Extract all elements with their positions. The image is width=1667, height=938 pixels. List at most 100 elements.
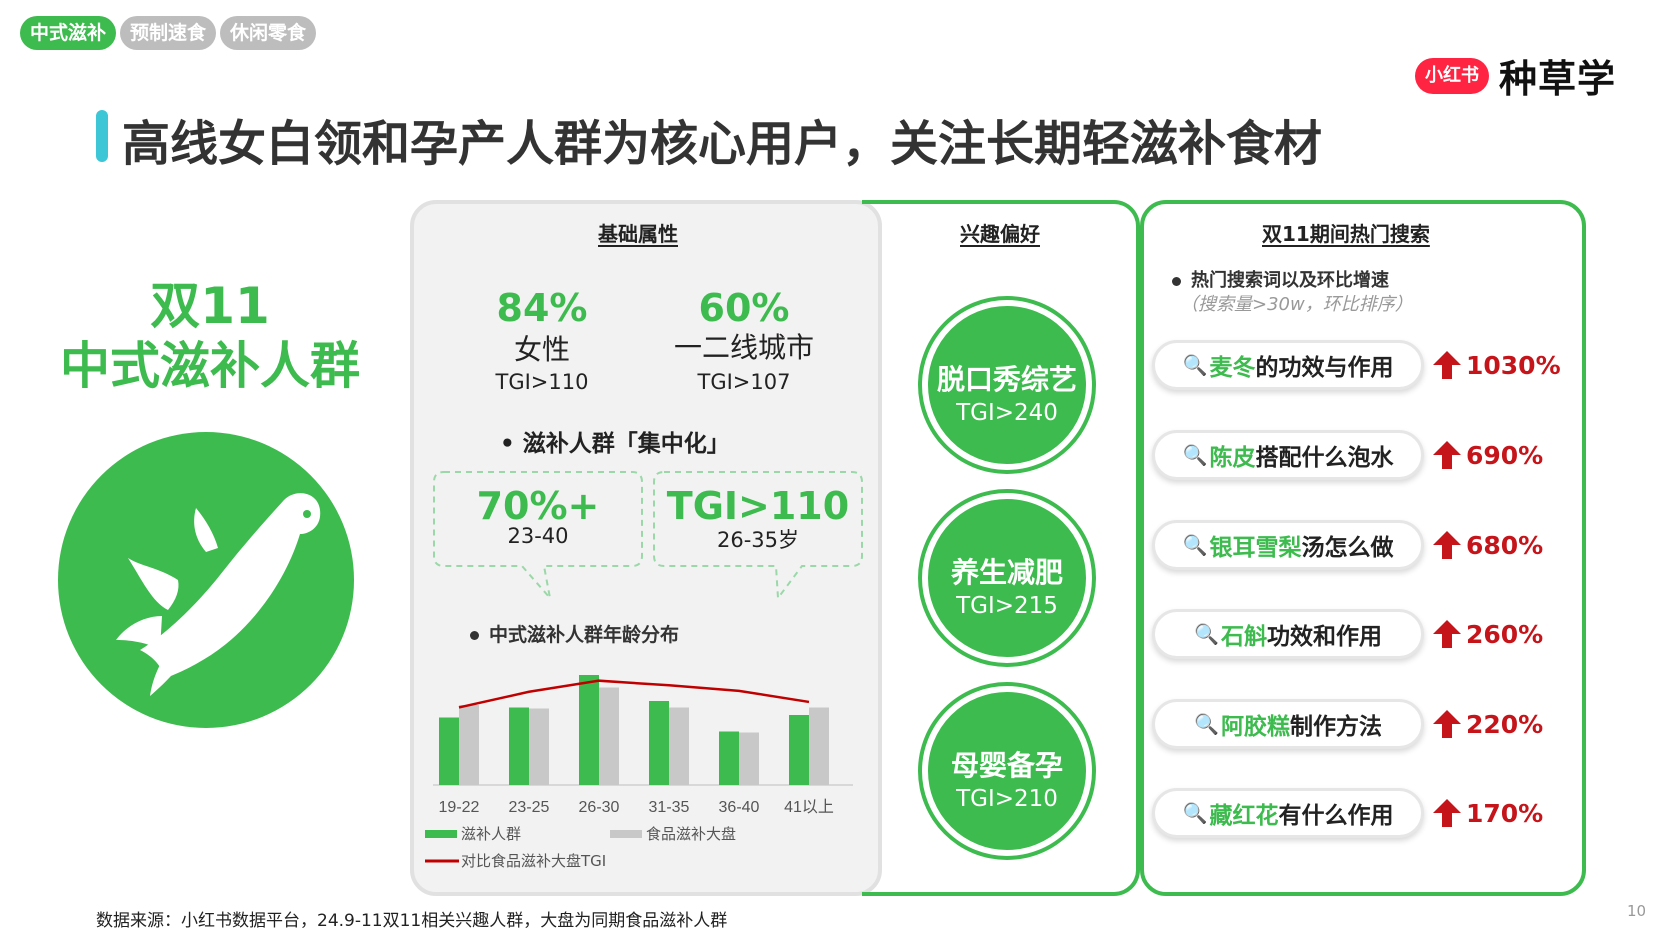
search-growth: 690% — [1432, 430, 1543, 480]
magnifier-icon: 🔍 — [1182, 353, 1208, 377]
up-arrow-icon — [1433, 799, 1461, 827]
age-share-value: 70%+ — [476, 484, 600, 528]
search-phrase: 搭配什么泡水 — [1255, 445, 1394, 471]
female-share-label: 女性 — [513, 333, 570, 366]
search-phrase: 功效和作用 — [1266, 624, 1382, 650]
search-growth: 220% — [1432, 699, 1543, 749]
segment-title-line1: 双11 — [150, 277, 270, 335]
magnifier-icon: 🔍 — [1194, 712, 1219, 736]
female-share-value: 84% — [496, 286, 588, 330]
interest-tgi: TGI>240 — [956, 400, 1058, 426]
search-keyword: 藏红花 — [1209, 803, 1279, 829]
page-number: 10 — [1627, 902, 1647, 920]
search-growth: 680% — [1432, 520, 1543, 570]
title-accent-bar — [96, 110, 108, 162]
age-tgi-value: TGI>110 — [666, 484, 850, 528]
search-keyword: 阿胶糕 — [1220, 714, 1290, 740]
legend-swatch-tonic — [425, 830, 457, 838]
up-arrow-icon — [1433, 531, 1461, 559]
bar-tonic-group — [579, 675, 599, 785]
hot-search-heading: 双11期间热门搜索 — [1262, 222, 1430, 246]
search-term-pill[interactable]: 🔍 银耳雪梨 汤怎么做 — [1152, 520, 1424, 570]
search-keyword: 银耳雪梨 — [1209, 535, 1302, 561]
search-growth: 260% — [1432, 609, 1543, 659]
speech-bubble-2 — [653, 471, 863, 601]
legend-swatch-market — [610, 830, 642, 838]
magnifier-icon: 🔍 — [1194, 622, 1219, 646]
interest-tgi: TGI>210 — [956, 786, 1058, 812]
search-phrase: 有什么作用 — [1278, 803, 1394, 829]
age-chart-caption: 中式滋补人群年龄分布 — [470, 620, 679, 647]
growth-percent: 690% — [1466, 440, 1544, 470]
search-phrase: 汤怎么做 — [1301, 535, 1394, 561]
tgi-line — [458, 679, 810, 709]
search-term-pill[interactable]: 🔍 陈皮 搭配什么泡水 — [1152, 430, 1424, 480]
basic-attributes-heading: 基础属性 — [598, 222, 678, 246]
growth-percent: 170% — [1466, 798, 1544, 828]
city-share-tgi: TGI>107 — [697, 370, 791, 394]
category-tabs: 中式滋补 预制速食 休闲零食 — [20, 16, 317, 50]
bar-market — [459, 705, 479, 785]
search-keyword: 陈皮 — [1209, 445, 1256, 471]
search-keyword: 麦冬 — [1209, 355, 1256, 381]
female-share-tgi: TGI>110 — [495, 370, 589, 394]
bar-tonic-group — [439, 717, 459, 785]
age-share-range: 23-40 — [507, 524, 569, 548]
interest-name: 养生减肥 — [950, 556, 1063, 589]
speech-bubble-1 — [433, 471, 643, 602]
xiaohongshu-badge: 小红书 — [1415, 57, 1489, 94]
bar-tonic-group — [719, 731, 739, 785]
bar-market — [599, 687, 619, 785]
city-share-value: 60% — [698, 286, 790, 330]
page-title: 高线女白领和孕产人群为核心用户，关注长期轻滋补食材 — [122, 116, 1323, 172]
segment-title-line2: 中式滋补人群 — [60, 337, 360, 395]
growth-percent: 220% — [1466, 709, 1544, 739]
tab-prepared-food[interactable]: 预制速食 — [120, 16, 217, 50]
magnifier-icon: 🔍 — [1182, 801, 1208, 825]
bar-tonic-group — [649, 701, 669, 785]
logo-text: 种草学 — [1499, 57, 1617, 101]
data-source: 数据来源：小红书数据平台，24.9-11双11相关兴趣人群，大盘为同期食品滋补人… — [96, 911, 728, 931]
interest-tgi: TGI>215 — [956, 593, 1058, 619]
search-term-pill[interactable]: 🔍 石斛 功效和作用 — [1152, 609, 1424, 659]
interest-circle-standup: 脱口秀综艺 TGI>240 — [922, 300, 1092, 470]
interest-circle-maternity: 母婴备孕 TGI>210 — [922, 686, 1092, 856]
up-arrow-icon — [1433, 441, 1461, 469]
search-growth: 170% — [1432, 788, 1543, 838]
bar-market — [529, 708, 549, 785]
hot-search-panel — [1140, 200, 1586, 896]
hot-search-bullet: 热门搜索词以及环比增速 — [1172, 266, 1389, 292]
growth-percent: 680% — [1466, 530, 1544, 560]
interest-name: 母婴备孕 — [950, 749, 1063, 782]
search-keyword: 石斛 — [1220, 624, 1267, 650]
search-term-pill[interactable]: 🔍 阿胶糕 制作方法 — [1152, 699, 1424, 749]
segment-title: 双11 中式滋补人群 — [40, 276, 380, 396]
interest-circle-wellness: 养生减肥 TGI>215 — [922, 493, 1092, 663]
x-tick-label: 26-30 — [579, 799, 620, 816]
x-tick-label: 23-25 — [509, 799, 550, 816]
bar-tonic-group — [509, 707, 529, 785]
x-tick-label: 36-40 — [719, 799, 760, 816]
magnifier-icon: 🔍 — [1182, 443, 1208, 467]
legend-label-tonic: 滋补人群 — [461, 825, 521, 843]
tab-chinese-tonic[interactable]: 中式滋补 — [20, 16, 117, 50]
concentration-heading: • 滋补人群「集中化」 — [500, 431, 730, 457]
bar-market — [669, 707, 689, 785]
interest-heading: 兴趣偏好 — [960, 222, 1040, 246]
x-tick-label: 41以上 — [784, 798, 834, 816]
magnifier-icon: 🔍 — [1182, 533, 1208, 557]
up-arrow-icon — [1433, 351, 1461, 379]
hot-search-note: （搜索量>30w，环比排序） — [1180, 294, 1413, 315]
tab-snacks[interactable]: 休闲零食 — [220, 16, 317, 50]
search-term-pill[interactable]: 🔍 藏红花 有什么作用 — [1152, 788, 1424, 838]
interest-name: 脱口秀综艺 — [936, 363, 1077, 396]
growth-percent: 260% — [1466, 619, 1544, 649]
search-term-pill[interactable]: 🔍 麦冬 的功效与作用 — [1152, 340, 1424, 390]
legend-label-tgi: 对比食品滋补大盘TGI — [461, 852, 606, 870]
search-phrase: 制作方法 — [1289, 714, 1382, 740]
bar-tonic-group — [789, 715, 809, 785]
bar-market — [809, 707, 829, 785]
brand-logo: 小红书 种草学 — [1415, 48, 1616, 103]
city-share-label: 一二线城市 — [673, 331, 814, 364]
